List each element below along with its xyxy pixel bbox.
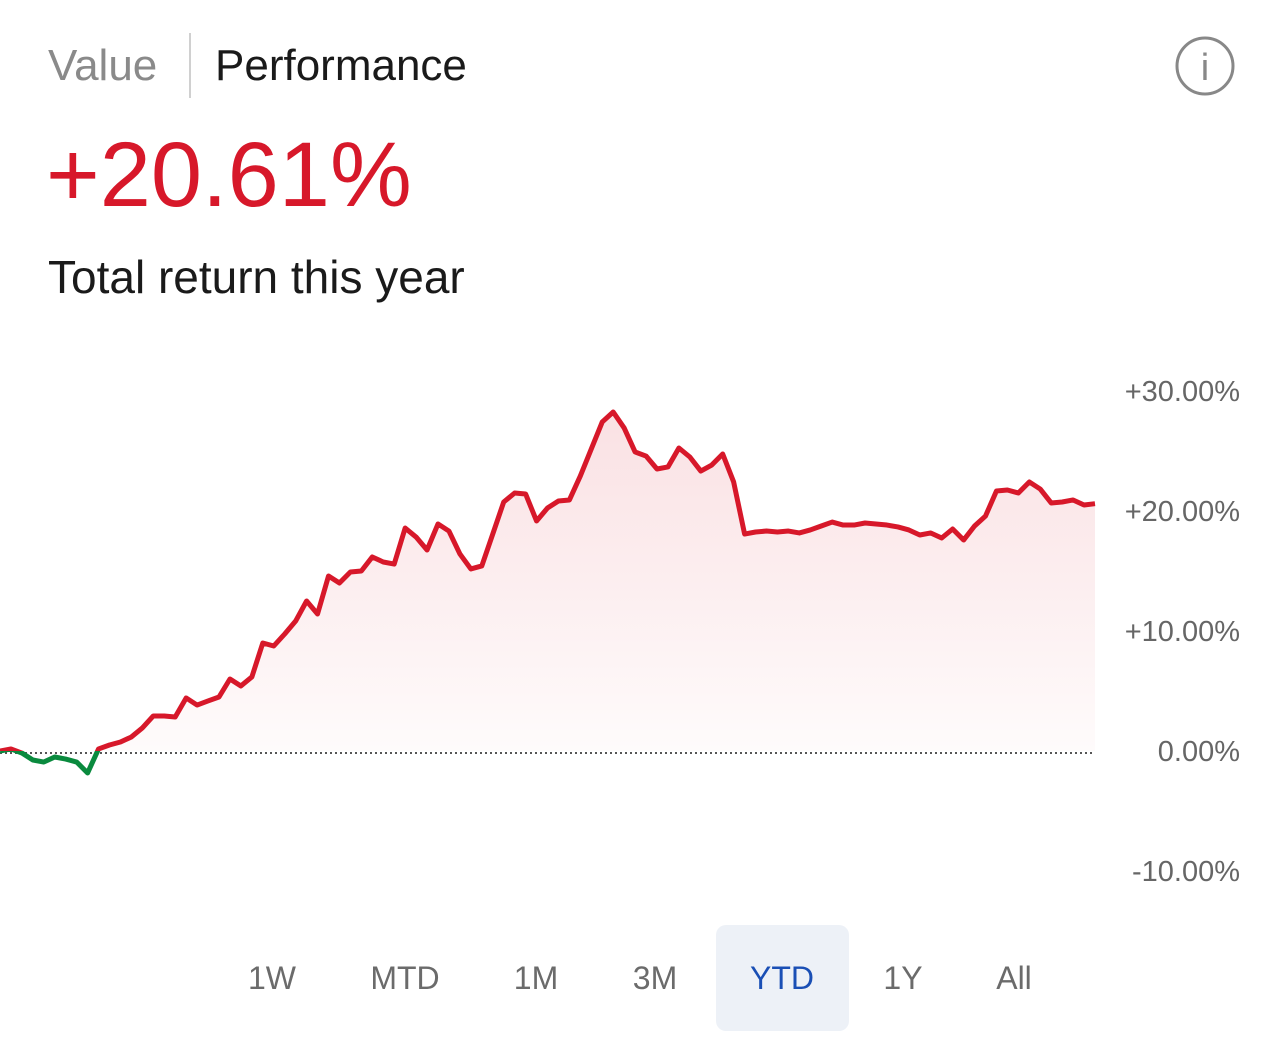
info-icon: i: [1201, 47, 1209, 89]
range-button[interactable]: 1M: [514, 960, 558, 996]
y-tick-label: +20.00%: [1125, 496, 1240, 528]
range-selector: 1W MTD 1M 3M YTD 1Y All: [248, 925, 1032, 1031]
range-button[interactable]: YTD: [750, 960, 814, 996]
y-tick-label: -10.00%: [1132, 856, 1240, 888]
y-tick-label: +10.00%: [1125, 616, 1240, 648]
range-button[interactable]: 3M: [633, 960, 677, 996]
range-selected-bg: [716, 925, 849, 1031]
performance-line: [0, 409, 1096, 776]
range-button[interactable]: 1Y: [883, 960, 922, 996]
range-button[interactable]: MTD: [370, 960, 439, 996]
y-tick-label: 0.00%: [1158, 736, 1240, 768]
range-button[interactable]: All: [996, 960, 1032, 996]
chart: +30.00% +20.00% +10.00% 0.00% -10.00%: [0, 376, 1240, 888]
tab[interactable]: Performance: [215, 41, 467, 90]
caption: Total return this year: [48, 251, 465, 303]
info-circle: [1175, 36, 1235, 96]
return-value: +20.61%: [46, 124, 412, 226]
y-tick-label: +30.00%: [1125, 376, 1240, 408]
tab[interactable]: Value: [48, 41, 157, 90]
range-button[interactable]: 1W: [248, 960, 297, 996]
area: [0, 412, 1095, 751]
info-button[interactable]: i: [1175, 36, 1235, 96]
